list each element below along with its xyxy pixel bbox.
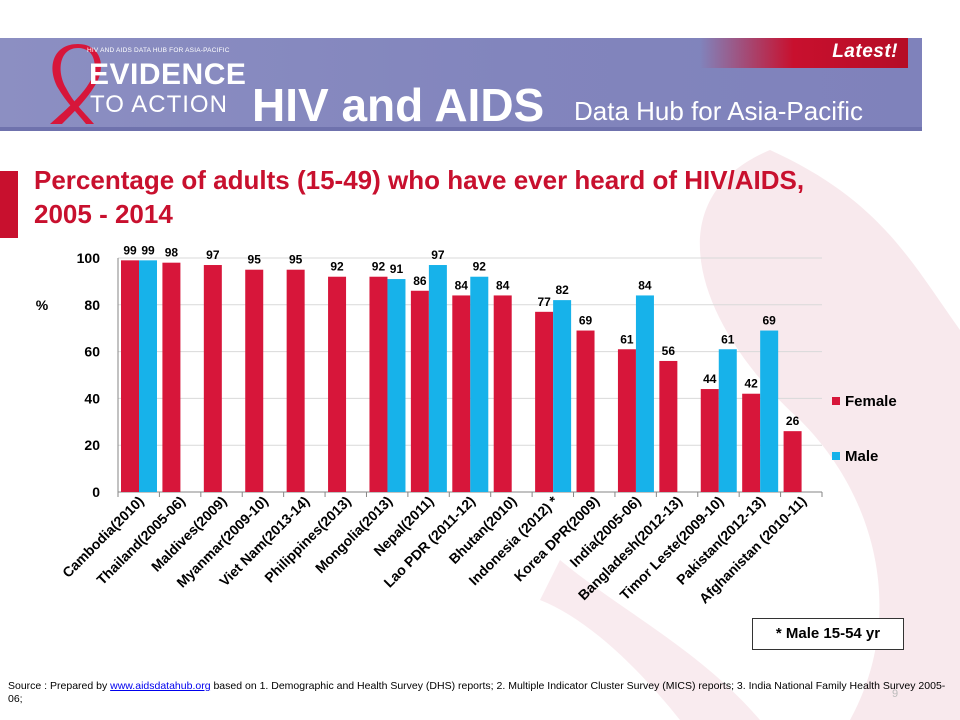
bar-female [328,276,347,492]
bar-male [553,300,572,492]
data-label: 77 [537,295,551,309]
bar-female [742,393,761,492]
bar-male [387,279,406,492]
data-label: 61 [721,332,735,346]
bar-female [162,262,181,492]
site-subtitle: Data Hub for Asia-Pacific [574,96,864,126]
data-label: 69 [579,314,593,328]
y-tick-label: 100 [77,250,101,266]
bar-female [245,269,264,492]
data-label: 95 [289,253,303,267]
data-label: 99 [141,243,155,257]
logo-small-text: HIV AND AIDS DATA HUB FOR ASIA-PACIFIC [87,47,230,54]
data-label: 84 [455,278,469,292]
bar-female [452,295,471,492]
y-tick-label: 40 [84,390,100,406]
chart-title: Percentage of adults (15-49) who have ev… [34,165,805,229]
legend-label: Male [845,448,878,465]
legend-swatch [832,452,840,460]
data-label: 42 [744,377,758,391]
bar-female [121,260,139,492]
bar-female [493,295,512,492]
site-title: HIV and AIDS [252,79,545,131]
bar-female [203,265,222,492]
bar-male [470,276,489,492]
logo-evidence-text: EVIDENCE [89,58,247,91]
x-tick-label: India(2005-06) [566,493,643,570]
latest-badge[interactable]: Latest! [700,38,908,68]
source-text: Source : Prepared by www.aidsdatahub.org… [8,680,948,706]
title-side-marker [0,171,18,238]
bar-male [635,295,654,492]
footnote-box: * Male 15-54 yr [752,618,904,650]
data-label: 26 [786,414,800,428]
latest-label: Latest! [832,41,898,62]
source-suffix: based on 1. Demographic and Health Surve… [8,680,946,705]
data-label: 69 [762,314,776,328]
y-tick-label: 80 [84,297,100,313]
bar-male [718,349,737,492]
evidence-to-action-logo: HIV AND AIDS DATA HUB FOR ASIA-PACIFIC E… [40,44,250,126]
page-number: 9 [892,688,899,700]
y-tick-label: 20 [84,437,100,453]
legend-label: Female [845,393,897,410]
data-label: 92 [372,260,386,274]
y-axis-label: % [36,297,49,313]
data-label: 92 [330,260,344,274]
bar-female [783,431,802,492]
data-label: 61 [620,332,634,346]
header-underline [0,127,922,131]
data-label: 86 [413,274,427,288]
data-label: 44 [703,372,717,386]
logo-to-action-text: TO ACTION [90,91,228,118]
data-label: 91 [390,262,404,276]
data-label: 99 [123,243,137,257]
bar-female [617,349,636,492]
legend-swatch [832,397,840,405]
data-label: 56 [662,344,676,358]
bar-male [428,265,447,492]
data-label: 92 [473,260,487,274]
source-prefix: Source : Prepared by [8,680,111,692]
data-label: 95 [248,253,262,267]
source-link[interactable]: www.aidsdatahub.org [110,680,211,692]
data-label: 84 [496,278,510,292]
bar-female [700,389,719,492]
x-tick-label: Maldives(2009) [148,493,230,575]
data-label: 97 [431,248,445,262]
bar-female [535,311,554,492]
bar-male [760,330,779,492]
bar-female [576,330,595,492]
bar-female [286,269,305,492]
red-ribbon-icon [50,44,102,124]
data-label: 82 [555,283,569,297]
bar-female [410,290,429,492]
bar-female [369,276,388,492]
y-tick-label: 60 [84,344,100,360]
data-label: 98 [165,246,179,260]
data-label: 97 [206,248,220,262]
bar-female [659,360,678,492]
data-label: 84 [638,278,652,292]
bar-male [139,260,157,492]
y-tick-label: 0 [92,484,100,500]
